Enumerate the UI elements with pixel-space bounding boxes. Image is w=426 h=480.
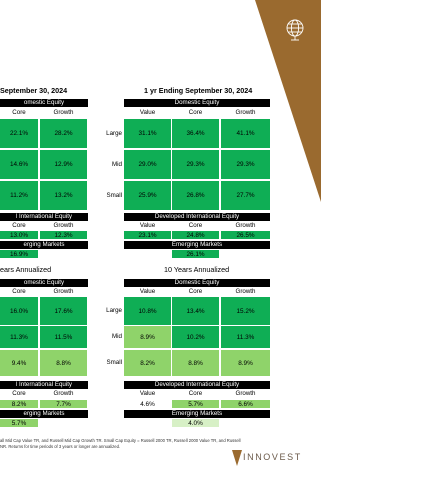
col-header-core: Core bbox=[12, 390, 26, 397]
grid-cell: 11.3% bbox=[221, 326, 270, 348]
right-bottom-title: 10 Years Annualized bbox=[164, 265, 230, 274]
innovest-logo-mark bbox=[232, 450, 242, 466]
footnote-line-1: all Mid Cap Value TR, and Russell Mid Ca… bbox=[0, 438, 241, 443]
row-label-mid: Mid bbox=[112, 333, 122, 340]
row-label-small: Small bbox=[106, 192, 122, 199]
intl-cell: 13.0% bbox=[0, 231, 38, 239]
col-header-growth: Growth bbox=[53, 288, 74, 295]
row-label-small: Small bbox=[106, 359, 122, 366]
col-header-growth: Growth bbox=[235, 109, 256, 116]
grid-cell: 29.0% bbox=[124, 150, 171, 179]
grid-cell: 15.2% bbox=[221, 297, 270, 325]
col-header-growth: Growth bbox=[235, 288, 256, 295]
em-cell: 16.9% bbox=[0, 250, 38, 258]
grid-cell: 22.1% bbox=[0, 119, 38, 148]
grid-cell: 41.1% bbox=[221, 119, 270, 148]
grid-cell: 16.0% bbox=[0, 297, 38, 325]
grid-cell: 10.2% bbox=[172, 326, 219, 348]
innovest-logo-text: INNOVEST bbox=[243, 452, 302, 462]
intl-equity-bar-right: Developed International Equity bbox=[124, 213, 270, 221]
emerging-markets-bar-right: Emerging Markets bbox=[124, 410, 270, 418]
grid-cell: 10.8% bbox=[124, 297, 171, 325]
intl-equity-bar-right: Developed International Equity bbox=[124, 381, 270, 389]
right-top-title: 1 yr Ending September 30, 2024 bbox=[144, 86, 253, 95]
grid-cell: 25.9% bbox=[124, 181, 171, 210]
col-header-core: Core bbox=[188, 222, 203, 229]
grid-cell: 29.3% bbox=[221, 150, 270, 179]
grid-cell: 13.2% bbox=[40, 181, 87, 210]
intl-cell: 8.2% bbox=[0, 400, 38, 408]
intl-cell: 23.1% bbox=[124, 231, 171, 239]
col-header-growth: Growth bbox=[235, 390, 256, 397]
corner-decoration bbox=[255, 0, 321, 202]
grid-cell: 8.8% bbox=[172, 350, 219, 376]
intl-cell: 4.6% bbox=[140, 400, 155, 408]
grid-cell: 17.6% bbox=[40, 297, 87, 325]
col-header-core: Core bbox=[12, 109, 26, 116]
col-header-growth: Growth bbox=[53, 222, 74, 229]
col-header-value: Value bbox=[139, 390, 156, 397]
intl-equity-bar-left: l International Equity bbox=[0, 381, 88, 389]
domestic-equity-bar-left: omestic Equity bbox=[0, 99, 88, 107]
grid-cell: 28.2% bbox=[40, 119, 87, 148]
intl-cell: 26.5% bbox=[221, 231, 270, 239]
col-header-value: Value bbox=[139, 109, 156, 116]
grid-cell: 8.2% bbox=[124, 350, 171, 376]
domestic-equity-bar-left: omestic Equity bbox=[0, 279, 88, 287]
col-header-growth: Growth bbox=[53, 390, 74, 397]
em-cell: 26.1% bbox=[172, 250, 219, 258]
footnote-line-2: NR. Returns for time periods of 3 years … bbox=[0, 444, 121, 449]
row-label-mid: Mid bbox=[112, 161, 122, 168]
emerging-markets-bar-right: Emerging Markets bbox=[124, 241, 270, 249]
grid-cell: 8.9% bbox=[221, 350, 270, 376]
col-header-core: Core bbox=[188, 109, 203, 116]
intl-equity-bar-left: l International Equity bbox=[0, 213, 88, 221]
emerging-markets-bar-left: erging Markets bbox=[0, 410, 88, 418]
grid-cell: 9.4% bbox=[0, 350, 38, 376]
row-label-large: Large bbox=[106, 130, 122, 137]
intl-cell: 12.3% bbox=[40, 231, 87, 239]
domestic-equity-bar-right: Domestic Equity bbox=[124, 279, 270, 287]
grid-cell: 29.3% bbox=[172, 150, 219, 179]
col-header-growth: Growth bbox=[235, 222, 256, 229]
col-header-value: Value bbox=[139, 288, 156, 295]
grid-cell: 13.4% bbox=[172, 297, 219, 325]
grid-cell: 31.1% bbox=[124, 119, 171, 148]
intl-cell: 5.7% bbox=[172, 400, 219, 408]
col-header-core: Core bbox=[188, 288, 203, 295]
grid-cell: 36.4% bbox=[172, 119, 219, 148]
col-header-core: Core bbox=[188, 390, 203, 397]
grid-cell: 12.9% bbox=[40, 150, 87, 179]
intl-cell: 6.6% bbox=[221, 400, 270, 408]
domestic-equity-bar-right: Domestic Equity bbox=[124, 99, 270, 107]
globe-icon bbox=[286, 19, 304, 41]
col-header-value: Value bbox=[139, 222, 156, 229]
grid-cell: 26.8% bbox=[172, 181, 219, 210]
grid-cell: 11.3% bbox=[0, 326, 38, 348]
grid-cell: 8.9% bbox=[124, 326, 171, 348]
emerging-markets-bar-left: erging Markets bbox=[0, 241, 88, 249]
em-cell: 4.0% bbox=[172, 419, 219, 427]
row-label-large: Large bbox=[106, 307, 122, 314]
intl-cell: 24.8% bbox=[172, 231, 219, 239]
grid-cell: 11.5% bbox=[40, 326, 87, 348]
grid-cell: 14.6% bbox=[0, 150, 38, 179]
col-header-core: Core bbox=[12, 288, 26, 295]
left-top-title: September 30, 2024 bbox=[0, 86, 68, 95]
grid-cell: 11.2% bbox=[0, 181, 38, 210]
em-cell: 5.7% bbox=[0, 419, 38, 427]
grid-cell: 27.7% bbox=[221, 181, 270, 210]
grid-cell: 8.8% bbox=[40, 350, 87, 376]
intl-cell: 7.7% bbox=[40, 400, 87, 408]
col-header-growth: Growth bbox=[53, 109, 74, 116]
col-header-core: Core bbox=[12, 222, 26, 229]
left-bottom-title: ears Annualized bbox=[0, 265, 52, 274]
